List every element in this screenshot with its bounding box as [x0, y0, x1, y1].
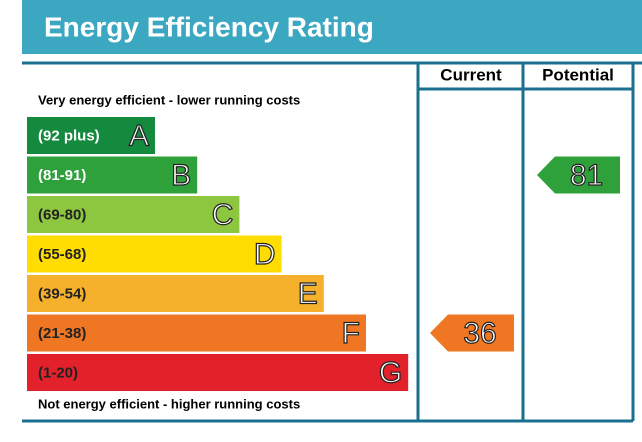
band-range: (1-20): [38, 364, 78, 381]
rating-value: 81: [570, 159, 603, 192]
column-header: Current: [440, 65, 502, 84]
top-note: Very energy efficient - lower running co…: [38, 92, 300, 107]
band: [27, 314, 366, 352]
band-letter: C: [212, 198, 234, 231]
title: Energy Efficiency Rating: [44, 11, 374, 42]
band: [27, 354, 409, 391]
title-bar: [22, 0, 642, 54]
band-letter: B: [171, 159, 191, 192]
band: [27, 235, 282, 273]
band: [27, 196, 240, 233]
band-letter: A: [129, 119, 149, 152]
bottom-note: Not energy efficient - higher running co…: [38, 396, 300, 411]
band-range: (81-91): [38, 167, 86, 184]
rating-value: 36: [463, 317, 496, 350]
column-header: Potential: [542, 65, 614, 84]
band-range: (92 plus): [38, 127, 100, 144]
rating-arrow: [537, 156, 620, 194]
band-range: (55-68): [38, 246, 86, 263]
band: [27, 275, 324, 312]
band: [27, 156, 198, 194]
band-letter: E: [298, 277, 318, 310]
band-letter: D: [254, 238, 276, 271]
band-letter: F: [342, 317, 360, 350]
frame: [22, 61, 642, 423]
band-range: (21-38): [38, 325, 86, 342]
band-range: (39-54): [38, 285, 86, 302]
band-letter: G: [379, 356, 402, 389]
rating-arrow: [430, 314, 514, 352]
band-range: (69-80): [38, 206, 86, 223]
band: [27, 117, 155, 154]
